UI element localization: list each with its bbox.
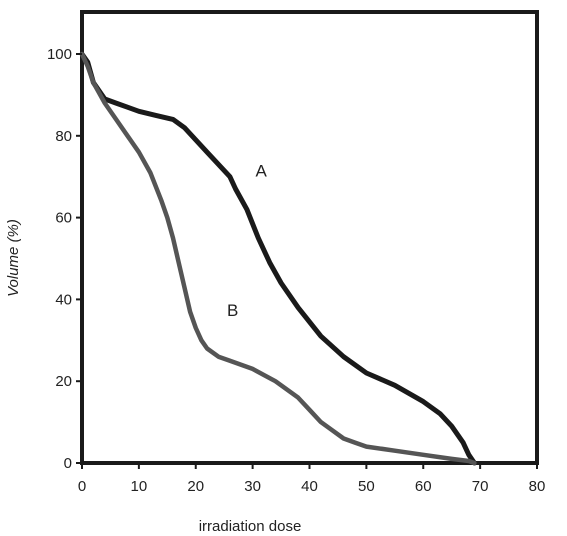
tick-layer: 0 10 20 30 40 50 60 70 80 0 20 40 60 80 100: [47, 46, 545, 495]
y-tick-label: 20: [55, 373, 72, 390]
x-tick-label: 50: [358, 478, 375, 495]
x-tick-label: 30: [244, 478, 261, 495]
y-tick-label: 60: [55, 210, 72, 227]
series-b-line: [79, 51, 477, 466]
y-tick-label: 40: [55, 291, 72, 308]
y-tick-label: 0: [64, 455, 72, 472]
x-tick-label: 80: [529, 478, 546, 495]
x-axis-title: irradiation dose: [199, 518, 302, 535]
series-layer: [79, 51, 477, 466]
y-tick-label: 100: [47, 46, 72, 63]
y-tick-label: 80: [55, 128, 72, 145]
x-tick-label: 20: [187, 478, 204, 495]
x-tick-label: 10: [131, 478, 148, 495]
plot-frame: [80, 10, 539, 465]
series-a-label: A: [255, 162, 267, 181]
x-tick-label: 0: [78, 478, 86, 495]
y-axis-title: Volume (%): [5, 219, 22, 297]
x-tick-label: 40: [301, 478, 318, 495]
x-tick-label: 60: [415, 478, 432, 495]
series-a-line: [79, 51, 477, 466]
series-b-label: B: [227, 301, 238, 320]
x-tick-label: 70: [472, 478, 489, 495]
label-layer: AB: [227, 162, 267, 320]
